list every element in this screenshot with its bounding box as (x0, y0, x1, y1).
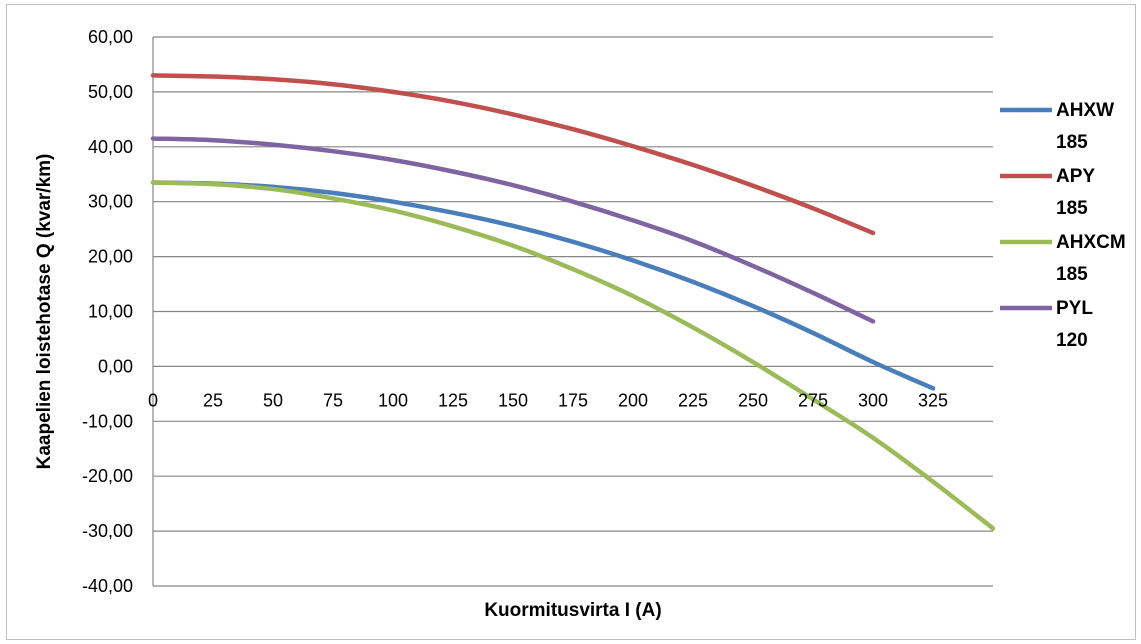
y-tick-label: -20,00 (82, 466, 133, 486)
chart-frame (6, 4, 1136, 640)
legend-label: 185 (1056, 132, 1088, 153)
y-tick-label: 50,00 (88, 82, 133, 102)
y-tick-label: -40,00 (82, 576, 133, 596)
x-tick-label: 50 (263, 390, 283, 410)
y-tick-label: -10,00 (82, 411, 133, 431)
legend-label: AHXW (1056, 100, 1114, 121)
x-axis-title: Kuormitusvirta I (A) (484, 600, 661, 621)
x-tick-label: 100 (378, 390, 408, 410)
legend-label: 120 (1056, 330, 1088, 351)
y-tick-label: 10,00 (88, 302, 133, 322)
y-tick-label: -30,00 (82, 521, 133, 541)
y-tick-label: 40,00 (88, 137, 133, 157)
series-line-3 (150, 136, 876, 324)
y-tick-label: 20,00 (88, 247, 133, 267)
legend-label: 185 (1056, 264, 1088, 285)
x-tick-label: 300 (858, 390, 888, 410)
x-tick-label: 275 (798, 390, 828, 410)
x-tick-label: 75 (323, 390, 343, 410)
x-tick-label: 225 (678, 390, 708, 410)
y-axis-title: Kaapelien loistehotase Q (kvar/km) (34, 154, 55, 470)
legend-item: AHXW 185 (1000, 100, 1114, 153)
x-tick-label: 250 (738, 390, 768, 410)
y-tick-labels: 60,00 50,00 40,00 30,00 20,00 10,00 0,00 -10,00… (82, 27, 133, 596)
series-line-2 (150, 180, 996, 531)
x-tick-label: 25 (203, 390, 223, 410)
series-line-1 (150, 73, 876, 236)
y-tick-label: 0,00 (98, 356, 133, 376)
x-tick-label: 150 (498, 390, 528, 410)
x-tick-label: 125 (438, 390, 468, 410)
legend: AHXW 185 APY 185 AHXCM 185 PYL 120 (1000, 100, 1126, 351)
x-tick-label: 0 (148, 390, 158, 410)
x-tick-label: 325 (918, 390, 948, 410)
x-tick-label: 175 (558, 390, 588, 410)
y-tick-label: 30,00 (88, 192, 133, 212)
legend-label: APY (1056, 166, 1095, 187)
series-line-0 (150, 180, 936, 391)
legend-item: AHXCM 185 (1000, 232, 1126, 285)
legend-label: AHXCM (1056, 232, 1126, 253)
series-lines (150, 73, 996, 531)
legend-item: PYL 120 (1000, 298, 1093, 351)
x-tick-labels: 0 25 50 75 100 125 150 175 200 225 250 275 300 325 (148, 390, 948, 410)
grid (152, 36, 993, 587)
legend-item: APY 185 (1000, 166, 1095, 219)
legend-label: 185 (1056, 198, 1088, 219)
y-tick-label: 60,00 (88, 27, 133, 47)
legend-label: PYL (1056, 298, 1093, 319)
x-tick-label: 200 (618, 390, 648, 410)
